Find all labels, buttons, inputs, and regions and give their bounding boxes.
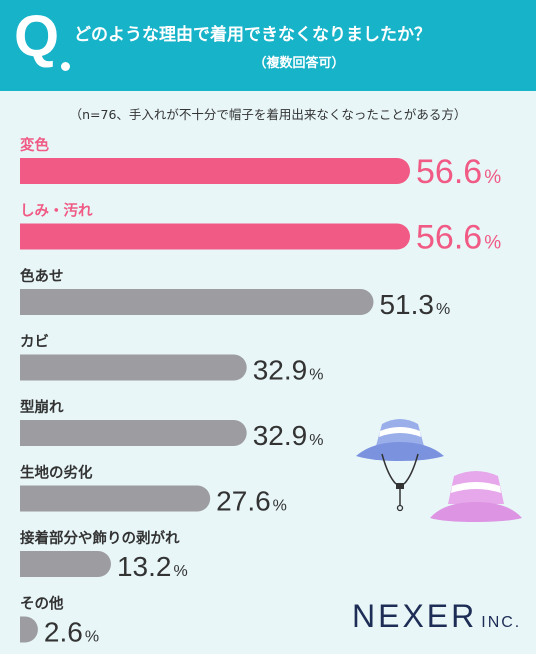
- bar: [20, 158, 410, 184]
- bar: [20, 551, 111, 577]
- category-label: 色あせ: [20, 267, 64, 285]
- logo-suffix: INC.: [481, 614, 522, 631]
- sample-note: （n=76、手入れが不十分で帽子を着用出来なくなったことがある方）: [69, 107, 467, 122]
- pink-bucket-hat-icon: [430, 471, 522, 522]
- logo-name: NEXER: [352, 598, 478, 634]
- bar: [20, 420, 247, 446]
- nexer-logo: NEXER INC.: [352, 598, 521, 635]
- category-label: その他: [20, 595, 64, 613]
- category-label: カビ: [20, 334, 49, 351]
- bar: [20, 354, 247, 381]
- header-banner: Q どのような理由で着用できなくなりましたか？ （複数回答可）: [0, 0, 536, 91]
- blue-bucket-hat-icon: [356, 419, 444, 512]
- bar: [20, 485, 211, 512]
- category-label: 変色: [20, 136, 49, 154]
- value-label: 32.9%: [253, 355, 324, 386]
- value-label: 2.6%: [44, 617, 99, 648]
- q-dot: [61, 62, 70, 71]
- category-label: 接着部分や飾りの剥がれ: [20, 529, 180, 547]
- value-label: 32.9%: [253, 420, 324, 451]
- value-label: 27.6%: [216, 486, 287, 517]
- category-label: 型崩れ: [20, 398, 64, 416]
- value-label: 51.3%: [379, 289, 450, 320]
- bar: [20, 616, 38, 643]
- value-label: 13.2%: [117, 551, 188, 582]
- value-label: 56.6%: [416, 219, 501, 257]
- question-title: どのような理由で着用できなくなりましたか？: [74, 25, 431, 45]
- q-label: Q: [14, 4, 60, 69]
- bar: [20, 223, 411, 250]
- category-label: 生地の劣化: [20, 464, 93, 482]
- category-label: しみ・汚れ: [20, 202, 93, 220]
- bar: [20, 289, 374, 315]
- question-subnote: （複数回答可）: [253, 56, 345, 71]
- value-label: 56.6%: [416, 153, 501, 191]
